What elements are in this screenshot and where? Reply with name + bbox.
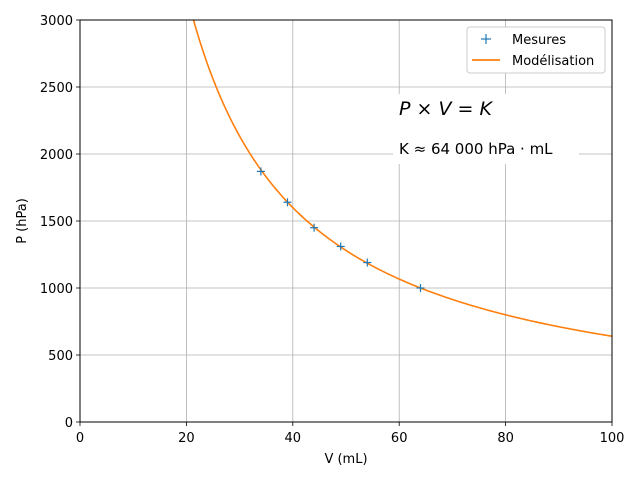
mesures-series — [256, 167, 425, 292]
data-point — [416, 284, 425, 292]
y-tick-label: 2500 — [40, 81, 73, 96]
data-point — [363, 258, 372, 267]
y-tick-label: 1500 — [40, 215, 73, 230]
x-tick-label: 20 — [178, 431, 195, 446]
x-tick-label: 100 — [600, 431, 625, 446]
x-tick-label: 0 — [76, 431, 84, 446]
legend-marker-mesures — [481, 34, 491, 44]
annotation-law-box: P × V = K K ≈ 64 000 hPa · mL — [393, 94, 579, 164]
annotation-box — [393, 94, 579, 164]
x-tick-label: 60 — [391, 431, 408, 446]
x-tick-label: 80 — [497, 431, 514, 446]
y-tick-label: 500 — [48, 349, 73, 364]
data-point — [336, 242, 345, 251]
annotation-law: P × V = K — [399, 98, 493, 120]
x-axis-label: V (mL) — [324, 452, 367, 467]
annotation-constant: K ≈ 64 000 hPa · mL — [399, 140, 553, 158]
data-point — [256, 167, 265, 176]
legend: Mesures Modélisation — [466, 26, 606, 74]
legend-label-modelisation: Modélisation — [512, 54, 594, 69]
y-tick-label: 2000 — [40, 148, 73, 163]
y-axis-label: P (hPa) — [15, 198, 30, 244]
modelisation-series — [192, 19, 613, 338]
y-tick-label: 1000 — [40, 282, 73, 297]
y-tick-label: 3000 — [40, 14, 73, 29]
legend-frame — [466, 26, 606, 74]
y-axis: 0 500 1000 1500 2000 2500 3000 — [40, 14, 80, 431]
x-axis: 0 20 40 60 80 100 — [76, 422, 625, 446]
data-point — [283, 198, 292, 207]
data-point — [310, 223, 319, 232]
legend-label-mesures: Mesures — [512, 33, 566, 48]
x-tick-label: 40 — [285, 431, 302, 446]
modelisation-curve — [192, 19, 613, 338]
y-tick-label: 0 — [65, 416, 73, 431]
